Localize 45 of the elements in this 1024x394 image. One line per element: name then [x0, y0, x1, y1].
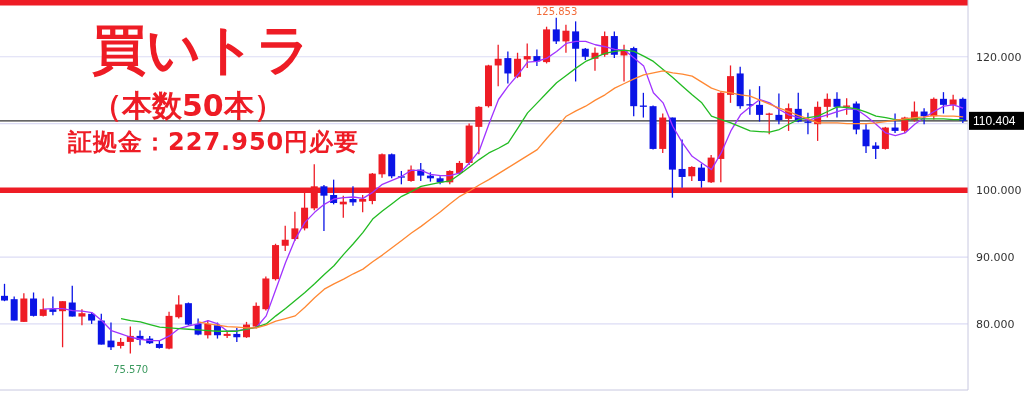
candlestick [49, 295, 57, 316]
candlestick [30, 291, 38, 318]
y-tick-label: 80.000 [976, 317, 1015, 331]
candlestick [320, 184, 328, 232]
annotation: 証拠金：227.950円必要 [68, 127, 360, 158]
annotation: 75.570 [113, 363, 149, 375]
candlestick [823, 92, 831, 119]
candlestick [20, 292, 28, 323]
candlestick [504, 50, 512, 85]
candlestick [891, 112, 899, 134]
candlestick [862, 123, 870, 154]
candlestick [475, 105, 483, 155]
candlestick [175, 294, 183, 320]
candlestick [833, 91, 841, 119]
candlestick [39, 297, 47, 318]
candlestick [378, 152, 386, 179]
y-tick-label: 90.000 [976, 251, 1015, 265]
candlestick [78, 308, 86, 326]
candlestick [514, 52, 522, 79]
candlestick [697, 162, 705, 189]
candlestick [281, 225, 289, 252]
candlestick [572, 20, 580, 83]
candlestick [10, 295, 18, 322]
candlestick [727, 64, 734, 104]
candlestick [349, 185, 357, 207]
candlestick [388, 152, 396, 179]
candlestick [746, 88, 754, 116]
candlestick [678, 138, 686, 189]
candlestick [775, 92, 783, 125]
candlestick [562, 24, 570, 54]
ref-line-label: 110.404 [973, 113, 1016, 128]
candlestick [252, 301, 260, 330]
annotation: 125.853 [535, 5, 578, 17]
text: （本数50本） [92, 87, 284, 125]
chart-title: 買いトラ [92, 17, 311, 83]
candlestick [756, 85, 764, 123]
y-tick-label: 100.000 [976, 184, 1022, 198]
candlestick [223, 331, 231, 339]
candlestick [552, 17, 560, 45]
candlestick [959, 96, 967, 124]
candlestick [68, 285, 76, 318]
y-tick-label: 120.000 [976, 50, 1022, 64]
candlestick [523, 42, 531, 69]
candlestick [939, 91, 947, 115]
candlestick [291, 211, 299, 242]
